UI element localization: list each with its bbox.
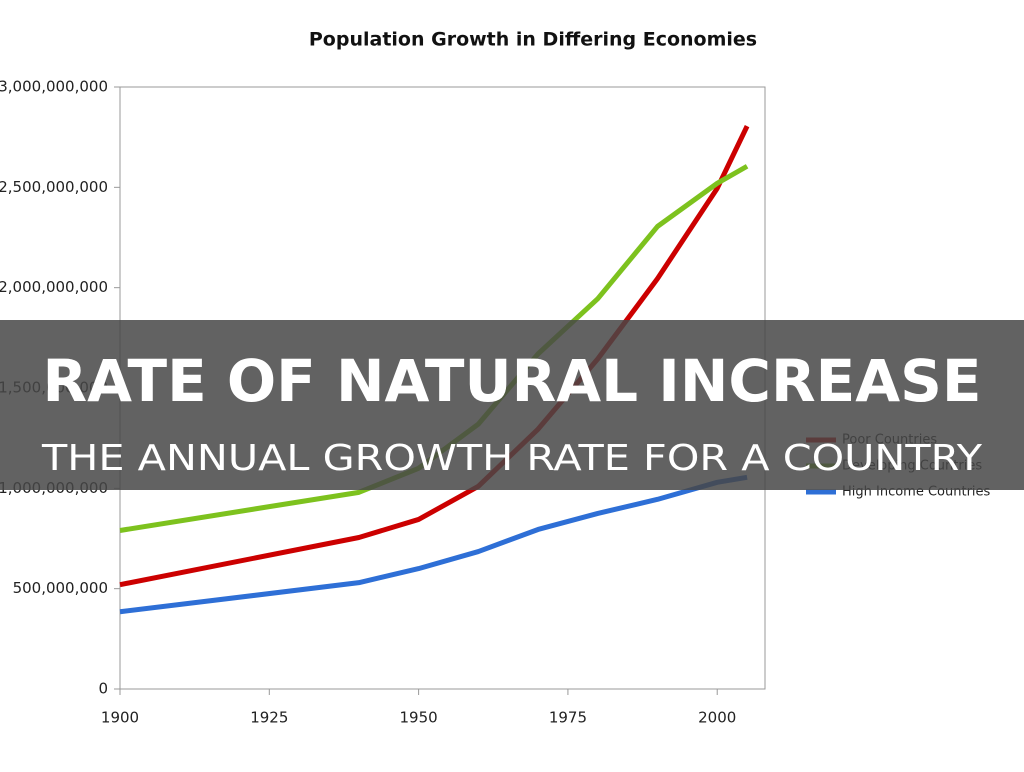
- y-tick-label: 2,500,000,000: [0, 178, 108, 196]
- chart-title: Population Growth in Differing Economies: [309, 29, 757, 51]
- y-tick-label: 0: [98, 680, 108, 698]
- y-tick-label: 2,000,000,000: [0, 278, 108, 296]
- overlay-heading: RATE OF NATURAL INCREASE: [42, 347, 981, 415]
- y-tick-label: 500,000,000: [13, 579, 108, 597]
- series-line: [119, 474, 748, 615]
- overlay-subheading: THE ANNUAL GROWTH RATE FOR A COUNTRY: [41, 438, 983, 479]
- overlay-band: [0, 320, 1024, 490]
- x-tick-label: 1925: [250, 709, 288, 727]
- y-tick-label: 3,000,000,000: [0, 78, 108, 96]
- x-tick-label: 1950: [400, 709, 438, 727]
- x-tick-label: 1900: [101, 709, 139, 727]
- x-tick-label: 2000: [698, 709, 736, 727]
- x-tick-label: 1975: [549, 709, 587, 727]
